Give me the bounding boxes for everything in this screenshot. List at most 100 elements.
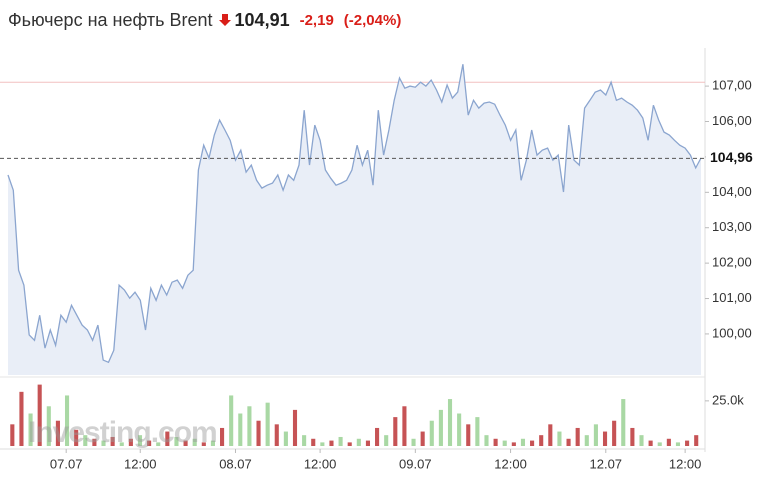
- volume-bar: [92, 438, 97, 446]
- volume-bar: [575, 427, 580, 446]
- volume-bar: [375, 427, 380, 446]
- volume-bar: [475, 417, 480, 446]
- title: Фьючерс на нефть Brent: [8, 9, 213, 30]
- volume-bar: [210, 440, 215, 446]
- y-tick-label: 104,00: [712, 184, 752, 199]
- volume-bar: [584, 435, 589, 446]
- change: -2,19: [299, 11, 334, 29]
- volume-bar: [666, 438, 671, 446]
- volume-bar: [438, 409, 443, 446]
- volume-bar: [28, 413, 33, 446]
- volume-bar: [347, 442, 352, 446]
- volume-bar: [420, 431, 425, 446]
- volume-bar: [238, 413, 243, 446]
- volume-bar: [466, 424, 471, 446]
- y-tick-label: 100,00: [712, 325, 752, 340]
- volume-bar: [393, 417, 398, 446]
- current-label: 104,96: [710, 149, 753, 165]
- volume-bar: [283, 431, 288, 446]
- volume-bar: [520, 438, 526, 446]
- volume-bar: [612, 420, 617, 446]
- volume-bar: [274, 424, 279, 446]
- volume-bar: [530, 440, 535, 446]
- x-tick-label: 12:00: [494, 456, 527, 471]
- volume-bar: [621, 399, 626, 446]
- price: 104,91: [234, 9, 290, 30]
- header: Фьючерс на нефть Brent 104,91 -2,19 (-2,…: [8, 8, 401, 32]
- volume-bar: [55, 420, 60, 446]
- volume-bar: [675, 442, 681, 446]
- watermark: Investing.com: [28, 416, 217, 449]
- volume-bar: [648, 440, 653, 446]
- price-line: [7, 64, 702, 364]
- volume-bar: [402, 406, 407, 446]
- volume-bar: [265, 402, 270, 446]
- x-tick-label: 12.07: [590, 456, 623, 471]
- volume-bar: [292, 409, 298, 446]
- volume-bar: [192, 438, 197, 446]
- volume-bar: [429, 420, 434, 446]
- volume-bar: [457, 413, 462, 446]
- x-tick-label: 12:00: [304, 456, 337, 471]
- volume-bar: [165, 431, 170, 446]
- volume-bar: [365, 440, 371, 446]
- volume-bar: [593, 424, 598, 446]
- volume-bar: [229, 395, 234, 446]
- volume-bar: [630, 427, 635, 446]
- volume-bar: [119, 442, 124, 446]
- y-tick-label: 107,00: [712, 78, 752, 93]
- volume-bar: [493, 438, 498, 446]
- y-tick-label: 106,00: [712, 113, 752, 128]
- y-tick-label: 101,00: [712, 290, 752, 305]
- volume-bar: [511, 442, 516, 446]
- volume-bar: [356, 438, 361, 446]
- volume-bar: [101, 440, 106, 446]
- x-tick-label: 12:00: [669, 456, 702, 471]
- volume-bar: [384, 435, 389, 446]
- volume-bar: [147, 440, 152, 446]
- volume-bar: [566, 438, 571, 446]
- down-arrow: [218, 14, 231, 26]
- volume-bar: [256, 420, 261, 446]
- volume-bar: [83, 435, 88, 446]
- y-tick-label: 102,00: [712, 255, 752, 270]
- x-tick-label: 12:00: [124, 456, 157, 471]
- volume-bar: [602, 431, 608, 446]
- x-tick-label: 08.07: [219, 456, 252, 471]
- volume-bar: [338, 436, 343, 446]
- volume-bar: [329, 440, 334, 446]
- volume-bar: [46, 406, 51, 446]
- volume-bar: [411, 438, 416, 446]
- volume-bar: [156, 442, 161, 446]
- volume-bar: [694, 435, 699, 446]
- volume-bar: [548, 424, 553, 446]
- volume-tick-label: 25.0k: [712, 392, 744, 407]
- volume-bar: [37, 384, 42, 446]
- volume-bar: [657, 442, 662, 446]
- volume-bar: [74, 429, 79, 446]
- volume-bar: [220, 427, 225, 446]
- volume-bar: [311, 438, 316, 446]
- volume-bar: [447, 399, 453, 446]
- volume-bar: [685, 440, 690, 446]
- volume-bar: [110, 436, 115, 446]
- volume-bar: [639, 435, 644, 446]
- volume-bar: [502, 440, 507, 446]
- volume-bar: [19, 391, 24, 446]
- volume-bar: [10, 424, 15, 446]
- volume-bar: [539, 435, 544, 446]
- x-tick-label: 07.07: [50, 456, 83, 471]
- volume-bar: [201, 442, 206, 446]
- area-fill: [8, 64, 701, 375]
- volume-bar: [320, 442, 325, 446]
- change-percent: (-2,04%): [343, 11, 402, 29]
- volume-bar: [137, 435, 143, 446]
- volume-bar: [247, 406, 252, 446]
- volume-bar: [174, 436, 179, 446]
- volume-bar: [183, 440, 188, 446]
- volume-bar: [128, 438, 133, 446]
- y-tick-label: 103,00: [712, 219, 752, 234]
- volume-bar: [64, 395, 70, 446]
